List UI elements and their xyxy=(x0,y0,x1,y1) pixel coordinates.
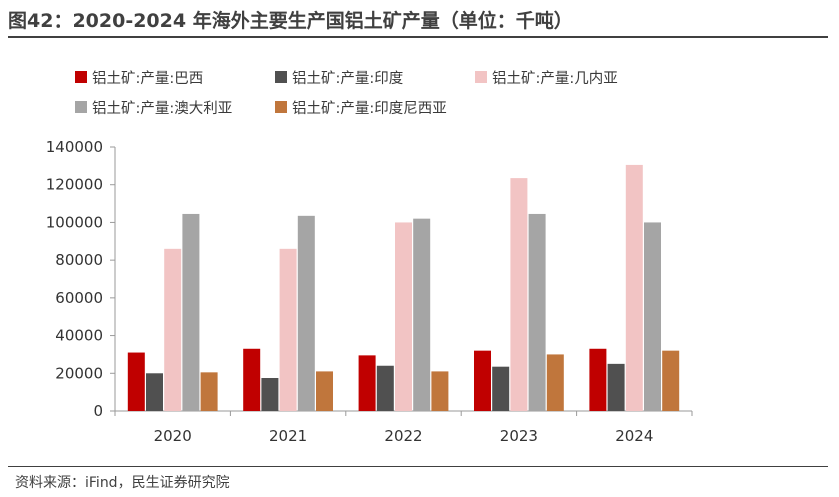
legend-item-australia: 铝土矿:产量:澳大利亚 xyxy=(75,97,275,118)
bar xyxy=(182,213,200,411)
y-tick-label: 0 xyxy=(93,402,103,420)
bar xyxy=(589,348,607,411)
bar xyxy=(316,371,333,411)
title-rule xyxy=(8,36,828,38)
bar xyxy=(510,178,528,411)
x-tick-label: 2023 xyxy=(500,427,538,445)
y-tick-label: 20000 xyxy=(55,364,103,382)
bar xyxy=(376,365,394,411)
source-note: 资料来源：iFind，民生证券研究院 xyxy=(15,475,230,491)
bar xyxy=(644,222,661,411)
bar xyxy=(492,366,510,411)
y-tick-label: 60000 xyxy=(55,289,103,307)
chart-title: 图42：2020-2024 年海外主要生产国铝土矿产量（单位：千吨） xyxy=(8,10,573,32)
legend-label-indonesia: 铝土矿:产量:印度尼西亚 xyxy=(292,100,447,117)
legend-swatch-indonesia xyxy=(275,101,287,113)
x-tick-label: 2021 xyxy=(269,427,307,445)
legend-swatch-brazil xyxy=(75,71,87,83)
legend-item-guinea: 铝土矿:产量:几内亚 xyxy=(475,67,618,88)
bar xyxy=(358,355,376,411)
legend-item-indonesia: 铝土矿:产量:印度尼西亚 xyxy=(275,97,447,118)
x-tick-label: 2020 xyxy=(154,427,192,445)
legend-label-guinea: 铝土矿:产量:几内亚 xyxy=(492,70,618,87)
legend-swatch-australia xyxy=(75,101,87,113)
x-tick-label: 2024 xyxy=(615,427,653,445)
legend-row-1: 铝土矿:产量:巴西 铝土矿:产量:印度 铝土矿:产量:几内亚 xyxy=(75,62,815,92)
bar xyxy=(127,352,145,411)
legend-item-brazil: 铝土矿:产量:巴西 xyxy=(75,67,275,88)
legend-swatch-guinea xyxy=(475,71,487,83)
legend-item-india: 铝土矿:产量:印度 xyxy=(275,67,475,88)
legend: 铝土矿:产量:巴西 铝土矿:产量:印度 铝土矿:产量:几内亚 铝土矿:产量:澳大… xyxy=(75,62,815,122)
bar xyxy=(607,363,625,411)
bar xyxy=(413,218,431,411)
legend-label-india: 铝土矿:产量:印度 xyxy=(292,70,404,87)
bar xyxy=(261,378,279,411)
bar xyxy=(164,248,182,411)
bar xyxy=(625,164,643,411)
bar xyxy=(431,371,449,411)
legend-label-australia: 铝土矿:产量:澳大利亚 xyxy=(92,100,233,117)
legend-swatch-india xyxy=(275,71,287,83)
bar xyxy=(279,248,297,411)
bar xyxy=(474,350,491,411)
y-tick-label: 140000 xyxy=(46,138,103,156)
y-tick-label: 40000 xyxy=(55,327,103,345)
bar xyxy=(395,222,412,411)
legend-label-brazil: 铝土矿:产量:巴西 xyxy=(92,70,204,87)
bar xyxy=(200,372,218,411)
y-tick-label: 80000 xyxy=(55,251,103,269)
bar xyxy=(146,373,163,411)
bar xyxy=(662,350,680,411)
legend-row-2: 铝土矿:产量:澳大利亚 铝土矿:产量:印度尼西亚 xyxy=(75,92,815,122)
y-tick-label: 120000 xyxy=(46,176,103,194)
bar xyxy=(243,348,261,411)
source-rule xyxy=(8,466,828,467)
bar xyxy=(297,215,315,411)
y-tick-label: 100000 xyxy=(46,213,103,231)
x-tick-label: 2022 xyxy=(384,427,422,445)
bar xyxy=(528,213,546,411)
bar xyxy=(546,354,564,411)
